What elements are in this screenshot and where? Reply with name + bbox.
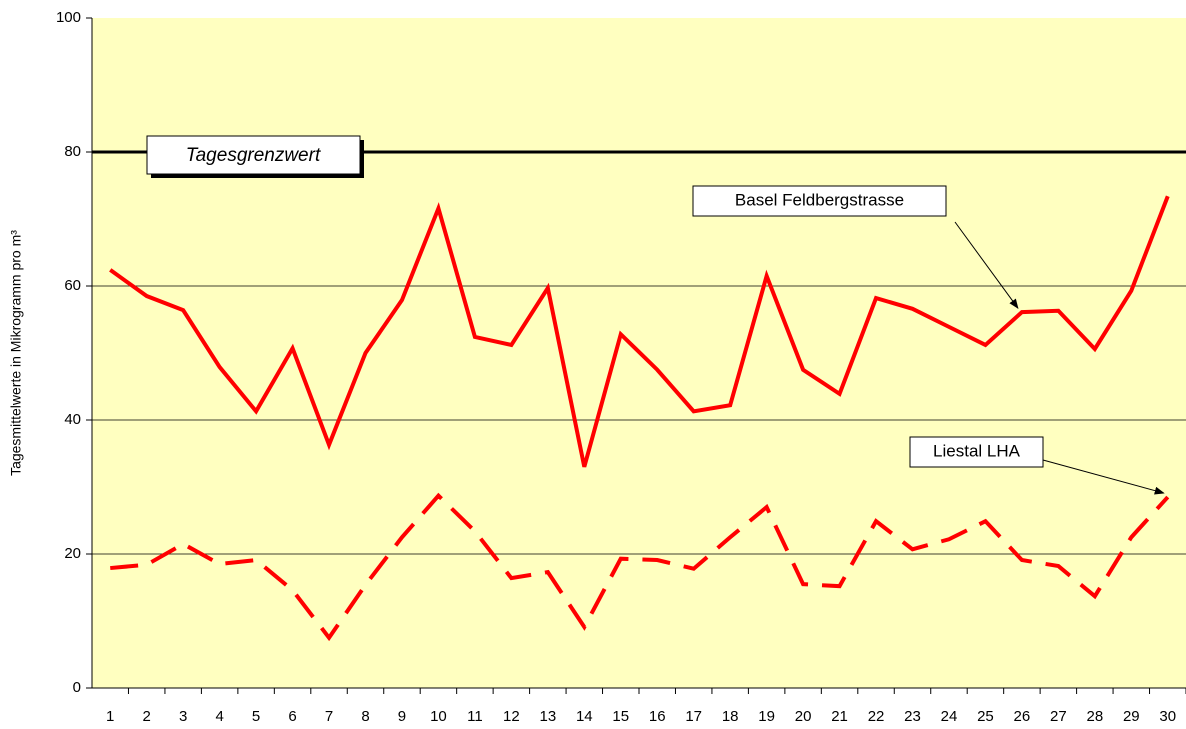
y-tick-label: 20 [64, 545, 81, 562]
x-tick-label: 14 [576, 708, 593, 725]
x-tick-label: 27 [1050, 708, 1067, 725]
legend-label: Liestal LHA [933, 441, 1021, 460]
x-tick-label: 13 [539, 708, 556, 725]
x-tick-label: 7 [325, 708, 333, 725]
x-tick-label: 19 [758, 708, 775, 725]
threshold-box: Tagesgrenzwert [146, 135, 364, 178]
y-tick-label: 60 [64, 277, 81, 294]
y-tick-label: 80 [64, 143, 81, 160]
x-tick-label: 6 [288, 708, 296, 725]
x-tick-label: 2 [143, 708, 151, 725]
x-tick-label: 16 [649, 708, 666, 725]
x-tick-label: 11 [467, 708, 483, 725]
x-tick-label: 17 [685, 708, 702, 725]
x-tick-label: 23 [904, 708, 921, 725]
annotation-arrow [954, 221, 1019, 309]
y-axis-label: Tagesmittelwerte in Mikrogramm pro m³ [8, 230, 24, 476]
x-tick-label: 12 [503, 708, 520, 725]
legend-label: Basel Feldbergstrasse [735, 190, 904, 209]
y-tick-label: 100 [56, 9, 81, 26]
x-tick-label: 29 [1123, 708, 1140, 725]
series-line [109, 195, 1170, 468]
box [146, 135, 361, 175]
x-tick-label: 18 [722, 708, 739, 725]
x-tick-label: 8 [361, 708, 369, 725]
x-tick-label: 22 [868, 708, 885, 725]
x-tick-label: 25 [977, 708, 994, 725]
x-tick-label: 24 [941, 708, 958, 725]
x-tick-label: 26 [1014, 708, 1031, 725]
y-tick-label: 0 [73, 679, 81, 696]
series-line [110, 492, 1170, 642]
x-tick-label: 5 [252, 708, 260, 725]
x-tick-label: 3 [179, 708, 187, 725]
x-tick-label: 1 [106, 708, 114, 725]
x-tick-label: 4 [215, 708, 223, 725]
x-tick-label: 15 [612, 708, 629, 725]
series-label-box [909, 436, 1044, 468]
annotation-arrow [1042, 459, 1165, 495]
series-label-box [692, 185, 947, 217]
y-tick-label: 40 [64, 411, 81, 428]
x-tick-label: 28 [1086, 708, 1103, 725]
x-tick-label: 9 [398, 708, 406, 725]
x-tick-label: 30 [1159, 708, 1176, 725]
threshold-label: Tagesgrenzwert [186, 145, 321, 166]
x-tick-label: 21 [831, 708, 848, 725]
x-tick-label: 20 [795, 708, 812, 725]
x-tick-label: 10 [430, 708, 447, 725]
